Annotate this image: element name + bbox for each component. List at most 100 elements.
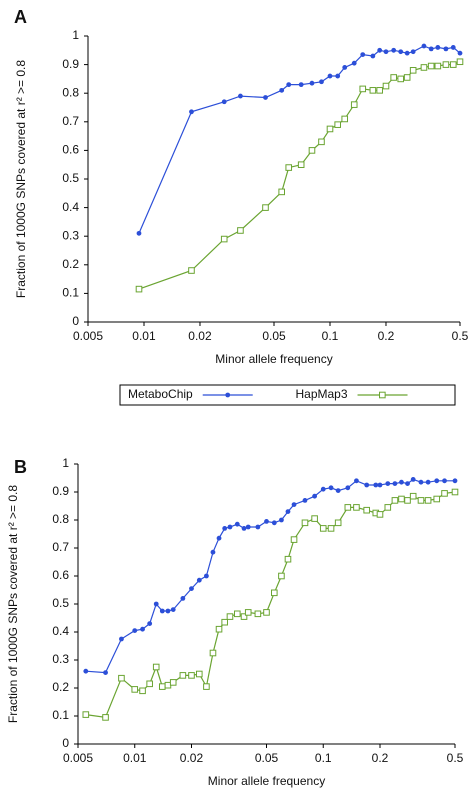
chart: A 0 0.1 0.2 0.3 0.4 0.5 0.6 0.7 0.8 0.9 1 0.005 0.01 0…: [14, 7, 469, 406]
marker: [452, 478, 458, 484]
marker: [405, 481, 410, 486]
panel-label: A: [14, 7, 27, 27]
marker: [180, 596, 186, 601]
marker: [404, 50, 410, 56]
marker: [327, 525, 335, 532]
y-tick-label: 0.9: [62, 57, 79, 71]
marker: [410, 49, 416, 55]
marker: [397, 75, 405, 83]
x-tick-label: 0.005: [73, 329, 103, 343]
marker: [450, 45, 456, 50]
marker: [263, 609, 270, 616]
marker: [119, 636, 124, 642]
marker: [424, 497, 432, 504]
marker: [404, 497, 411, 504]
marker: [376, 511, 384, 518]
marker: [103, 670, 108, 675]
x-tick-label: 0.5: [447, 751, 464, 765]
series-line: [138, 45, 461, 234]
marker: [136, 230, 142, 236]
marker: [301, 519, 309, 527]
marker: [298, 82, 304, 88]
marker: [320, 486, 326, 492]
marker: [441, 490, 448, 497]
marker: [335, 488, 341, 493]
marker: [451, 488, 459, 496]
marker: [363, 506, 370, 514]
marker: [456, 58, 464, 66]
marker: [334, 519, 342, 527]
marker: [159, 608, 165, 614]
marker: [308, 147, 316, 154]
marker: [226, 613, 234, 620]
y-tick-label: 0.8: [62, 85, 79, 99]
marker: [420, 64, 428, 71]
marker: [263, 95, 268, 100]
marker: [390, 74, 397, 81]
y-tick-label: 1: [62, 456, 69, 470]
x-tick-label: 0.01: [123, 751, 147, 765]
marker: [328, 485, 334, 491]
x-axis-title: Minor allele frequency: [208, 774, 325, 788]
marker: [391, 47, 397, 53]
marker: [152, 663, 160, 671]
y-tick-label: 0: [62, 736, 69, 750]
legend-label: HapMap3: [296, 387, 348, 401]
x-tick-label: 0.2: [372, 751, 389, 765]
marker: [385, 481, 391, 486]
y-tick-label: 0.9: [52, 484, 69, 498]
marker: [262, 204, 269, 211]
marker: [285, 164, 293, 171]
marker: [131, 686, 139, 693]
marker: [377, 482, 383, 488]
marker: [220, 235, 228, 243]
marker: [291, 502, 297, 507]
marker: [376, 87, 383, 94]
marker: [241, 526, 247, 531]
marker: [433, 495, 441, 503]
marker: [164, 681, 172, 689]
marker: [240, 613, 248, 620]
marker: [237, 227, 244, 234]
marker: [264, 519, 269, 524]
y-tick-label: 0: [72, 314, 79, 328]
marker: [245, 524, 251, 530]
marker: [153, 601, 159, 607]
marker: [146, 680, 153, 688]
marker: [341, 115, 349, 123]
marker: [297, 161, 305, 168]
marker: [204, 573, 209, 579]
x-tick-label: 0.1: [315, 751, 332, 765]
marker: [139, 687, 146, 695]
legend-marker: [379, 391, 386, 399]
marker: [350, 101, 358, 108]
marker: [279, 517, 284, 523]
x-tick-label: 0.2: [378, 329, 395, 343]
marker: [210, 549, 216, 555]
marker: [409, 67, 417, 74]
marker: [425, 479, 431, 485]
marker: [279, 87, 285, 93]
marker: [244, 609, 252, 616]
marker: [169, 679, 177, 686]
marker: [203, 683, 210, 690]
marker: [215, 625, 223, 633]
marker: [364, 482, 370, 488]
x-tick-label: 0.02: [180, 751, 204, 765]
marker: [418, 479, 424, 485]
marker: [118, 674, 125, 682]
y-tick-label: 0.2: [62, 257, 79, 271]
marker: [234, 610, 241, 618]
marker: [170, 607, 176, 612]
y-tick-label: 0.5: [52, 596, 69, 610]
marker: [383, 49, 389, 55]
marker: [434, 478, 440, 484]
marker: [147, 621, 153, 626]
marker: [409, 492, 417, 500]
marker: [354, 478, 359, 484]
marker: [82, 711, 90, 718]
marker: [398, 495, 405, 503]
marker: [326, 125, 334, 133]
marker: [234, 521, 240, 527]
marker: [285, 509, 291, 514]
